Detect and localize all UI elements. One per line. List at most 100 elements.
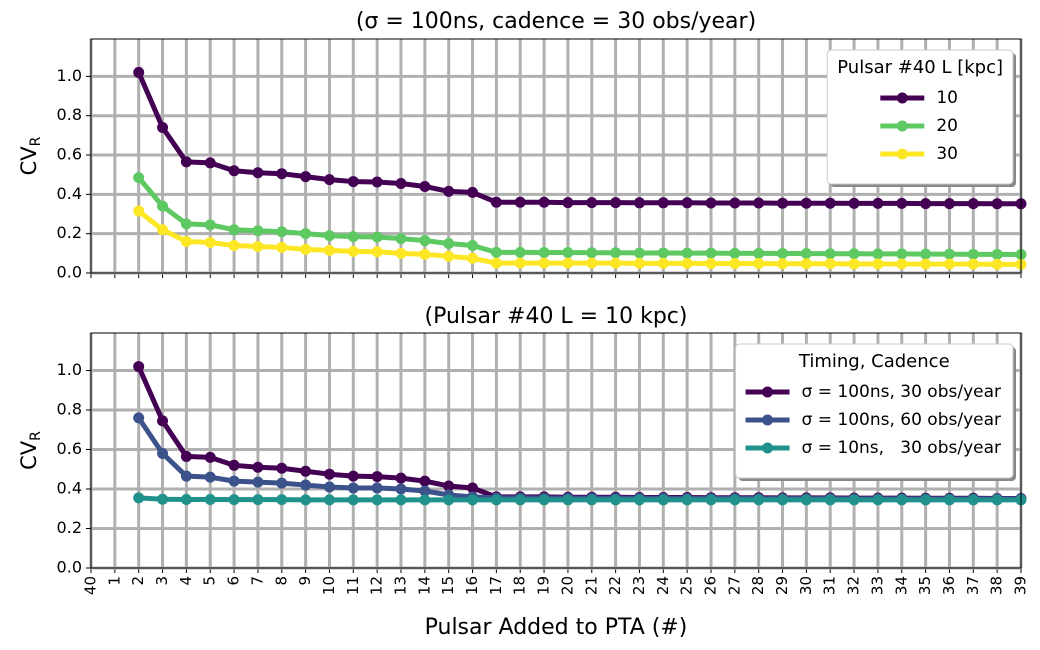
plot-frame (90, 38, 1022, 274)
data-point (228, 459, 240, 471)
data-point (729, 197, 741, 209)
data-point (371, 231, 383, 243)
y-tick-label: 0.6 (57, 439, 82, 458)
data-point (419, 180, 431, 192)
data-point (610, 494, 622, 506)
data-point (800, 197, 812, 209)
data-point (395, 247, 407, 259)
data-point (610, 257, 622, 269)
data-point (395, 178, 407, 190)
data-point (848, 248, 860, 260)
data-point (252, 494, 264, 506)
data-point (943, 258, 955, 270)
data-point (490, 196, 502, 208)
data-point (800, 248, 812, 260)
data-point (943, 248, 955, 260)
data-point (252, 461, 264, 473)
data-point (824, 197, 836, 209)
data-point (395, 483, 407, 495)
data-point (896, 494, 908, 506)
data-point (967, 494, 979, 506)
data-point (133, 361, 145, 373)
data-point (777, 197, 789, 209)
data-point (276, 494, 288, 506)
y-tick-label: 0.6 (57, 145, 82, 164)
data-point (323, 481, 335, 493)
x-tick-label: 36 (940, 576, 958, 595)
legend-marker (762, 386, 774, 398)
data-point (180, 450, 192, 462)
x-tick-label: 3 (153, 576, 171, 586)
data-point (514, 246, 526, 258)
data-point (252, 167, 264, 179)
data-point (633, 494, 645, 506)
x-tick-label: 37 (964, 576, 982, 595)
data-point (300, 494, 312, 506)
data-point (991, 248, 1003, 260)
data-point (133, 66, 145, 78)
data-point (848, 494, 860, 506)
data-point (681, 257, 693, 269)
plot-frame (90, 332, 1022, 569)
data-point (276, 477, 288, 489)
x-tick-label: 38 (988, 576, 1006, 595)
data-point (347, 176, 359, 188)
data-point (371, 471, 383, 483)
legend-label: 10 (936, 88, 958, 108)
y-tick-label: 0.2 (57, 518, 82, 537)
data-point (419, 248, 431, 260)
data-point (157, 121, 169, 133)
data-point (300, 465, 312, 477)
data-point (896, 258, 908, 270)
y-tick-label: 0.8 (57, 105, 82, 124)
data-point (133, 492, 145, 504)
data-point (538, 257, 550, 269)
legend-marker (762, 442, 774, 454)
x-tick-label: 19 (535, 576, 553, 595)
legend-title: Pulsar #40 L [kpc] (837, 57, 1003, 78)
y-axis-label-main: CV (17, 440, 41, 470)
data-point (633, 247, 645, 259)
legend-box (735, 343, 1014, 479)
data-point (300, 479, 312, 491)
data-point (395, 472, 407, 484)
data-point (848, 197, 860, 209)
data-point (204, 237, 216, 249)
data-point (395, 494, 407, 506)
data-point (180, 470, 192, 482)
data-point (705, 258, 717, 270)
data-point (300, 171, 312, 183)
data-point (467, 239, 479, 251)
x-tick-label: 24 (654, 576, 672, 595)
data-point (347, 494, 359, 506)
x-tick-label: 5 (201, 576, 219, 586)
legend: Timing, Cadence σ = 100ns, 30 obs/year σ =… (735, 343, 1016, 481)
data-point (252, 240, 264, 252)
series-line (136, 176, 1022, 258)
data-point (204, 451, 216, 463)
legend-marker (762, 414, 774, 426)
data-point (180, 218, 192, 230)
data-point (657, 257, 669, 269)
data-point (157, 224, 169, 236)
data-point (991, 258, 1003, 270)
data-point (323, 174, 335, 186)
data-point (967, 198, 979, 210)
data-point (657, 247, 669, 259)
data-point (490, 246, 502, 258)
series-line (138, 495, 1021, 503)
data-point (633, 197, 645, 209)
x-tick-label: 25 (678, 576, 696, 595)
data-point (371, 246, 383, 258)
y-axis-label: CVR (17, 431, 44, 470)
y-tick-label: 1.0 (57, 360, 82, 379)
x-tick-label: 11 (344, 576, 362, 595)
data-point (347, 231, 359, 243)
data-point (467, 186, 479, 198)
x-tick-label: 32 (845, 576, 863, 595)
legend-label: σ = 100ns, 30 obs/year (802, 382, 1001, 402)
data-point (920, 198, 932, 210)
data-point (228, 475, 240, 487)
legend-box (826, 49, 1014, 185)
data-point (323, 468, 335, 480)
